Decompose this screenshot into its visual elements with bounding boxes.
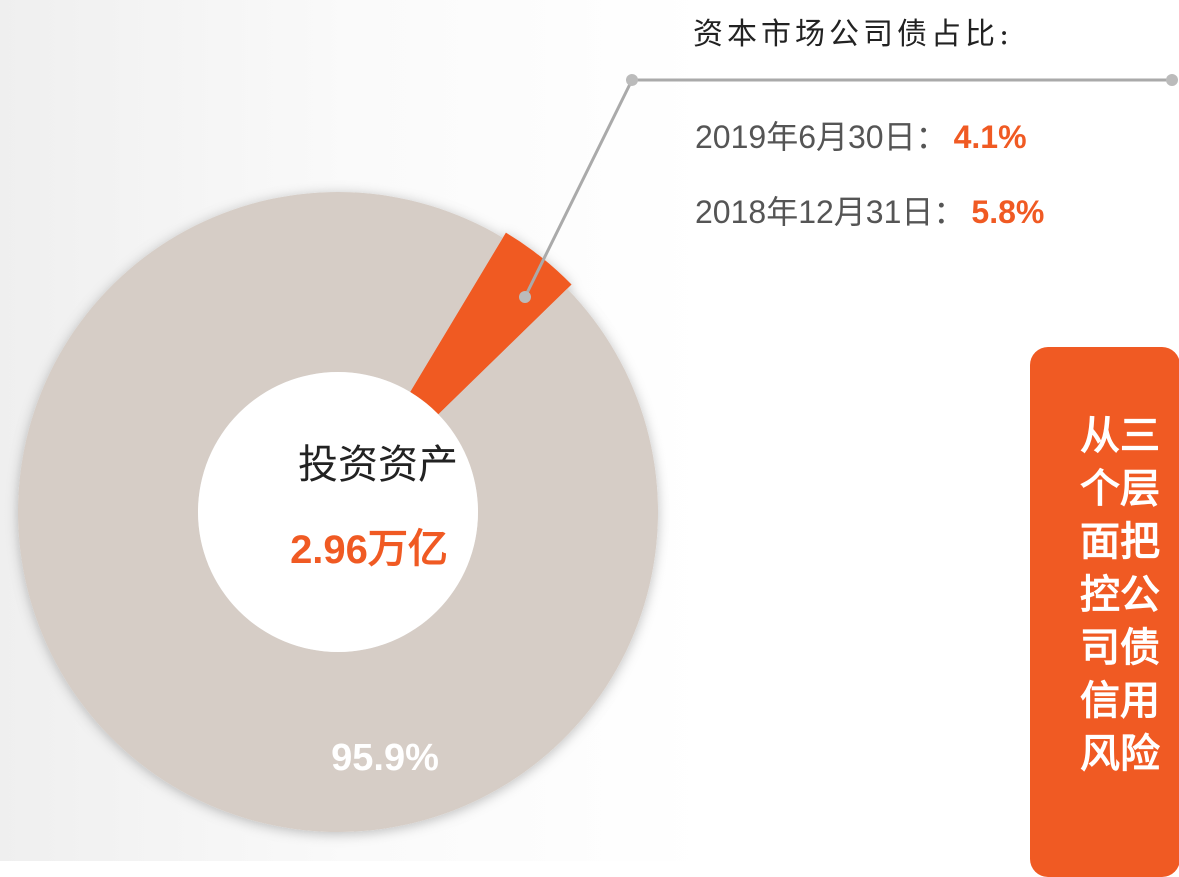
callout-dot [626, 74, 638, 86]
callout-date: 2018年12月31日： [695, 194, 965, 230]
center-unit: 万亿 [368, 525, 448, 572]
donut-hole [198, 372, 478, 652]
callout-date: 2019年6月30日： [695, 119, 948, 155]
callout-title: 资本市场公司债占比: [693, 17, 1013, 52]
callout-value: 4.1% [954, 119, 1027, 155]
callout-value: 5.8% [971, 194, 1044, 230]
donut-segment [18, 192, 658, 833]
callout-dot [519, 291, 531, 303]
center-number: 2.96 [290, 528, 368, 572]
callout-item: 2019年6月30日： 4.1% [695, 119, 1027, 155]
callout-dot [1166, 74, 1178, 86]
value-label: 95.9% [331, 737, 439, 779]
center-value: 2.96万亿 [290, 525, 448, 572]
donut [18, 192, 658, 833]
callout-line [523, 78, 1172, 298]
callout-item: 2018年12月31日： 5.8% [695, 194, 1044, 230]
side-note: 从三个层面把控公司债信用风险 [1080, 412, 1160, 777]
donut-segment [410, 232, 572, 415]
center-title: 投资资产 [298, 442, 458, 488]
side-note-box: 从三个层面把控公司债信用风险 [1030, 347, 1179, 877]
